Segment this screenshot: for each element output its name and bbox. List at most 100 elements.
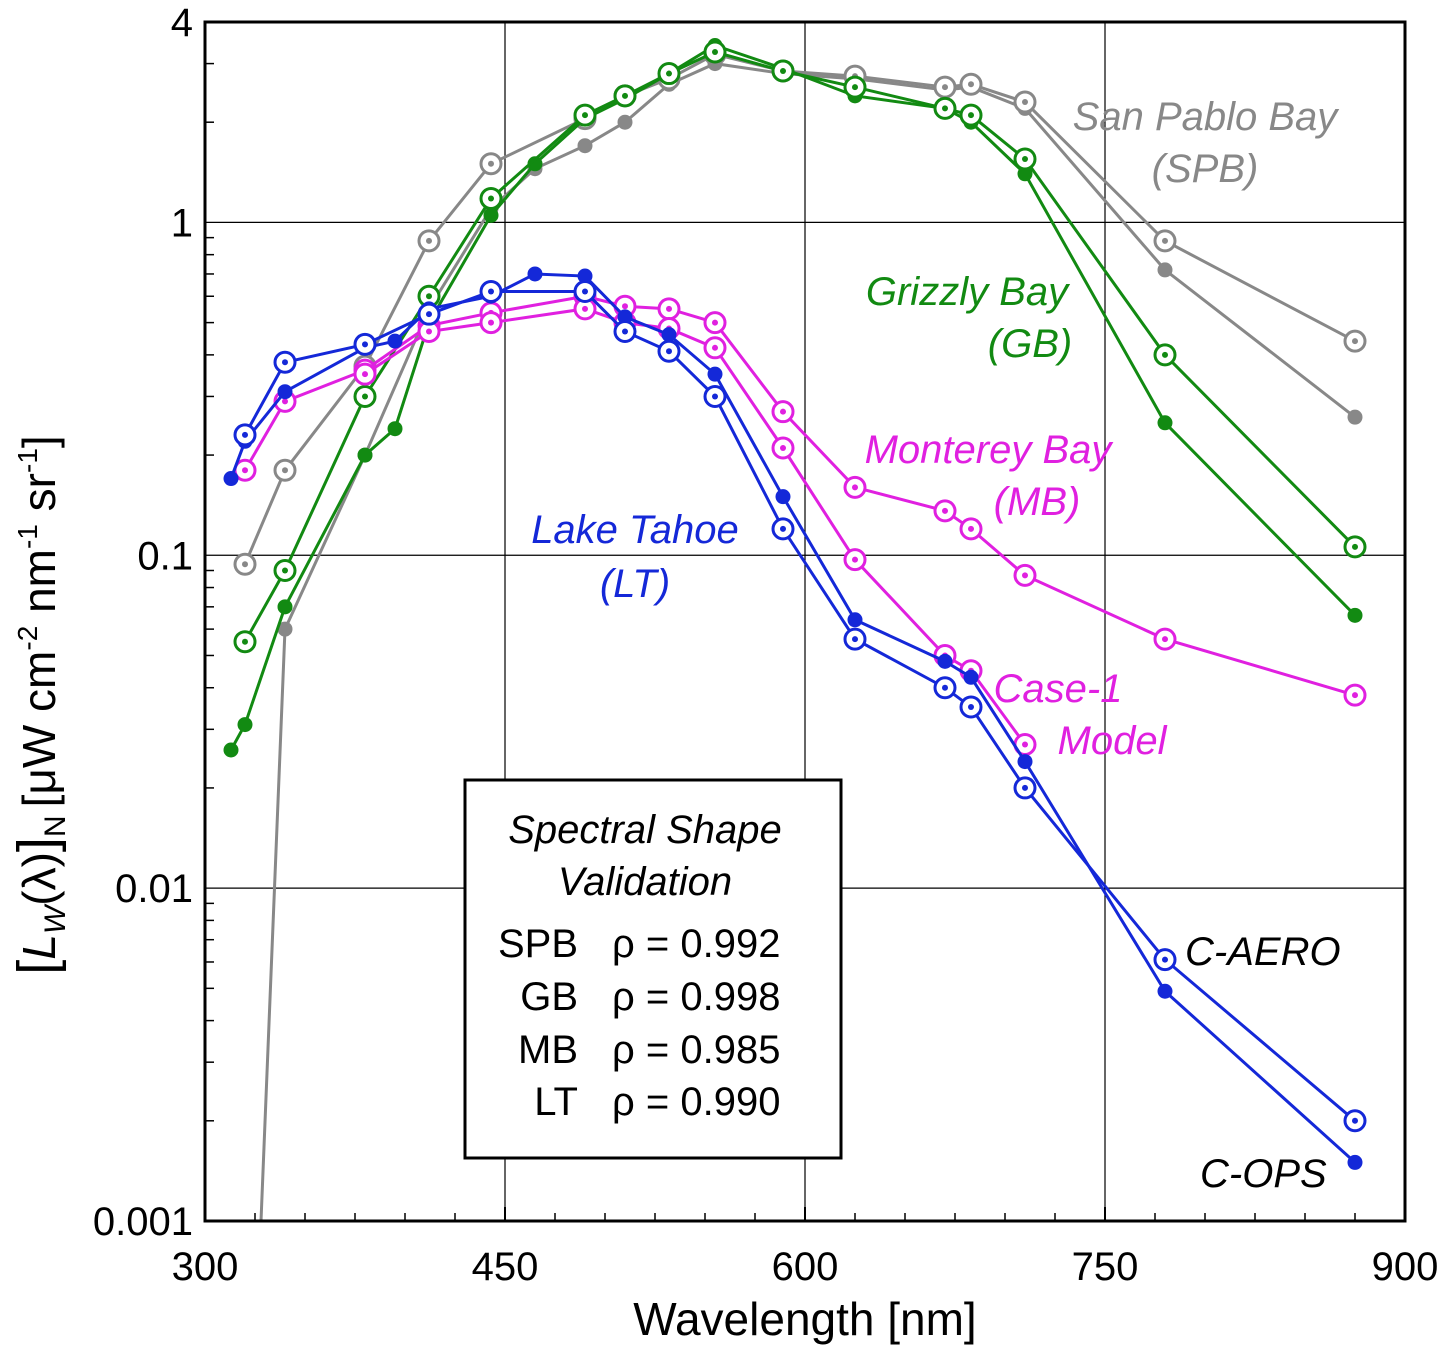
y-tick-label: 0.1 (137, 534, 193, 578)
data-point-center (942, 507, 948, 514)
data-point-center (942, 84, 948, 91)
y-axis-title-units: [μW cm (13, 651, 65, 808)
data-point-center (622, 92, 628, 99)
data-point-center (852, 636, 858, 643)
data-point-center (852, 556, 858, 563)
data-point-center (852, 84, 858, 91)
data-point-center (780, 68, 786, 75)
label-model: Model (1058, 719, 1168, 763)
data-point-center (488, 288, 494, 295)
data-point-center (622, 328, 628, 335)
y-axis-title-arg: (λ) (13, 852, 65, 906)
data-point-center (666, 70, 672, 77)
data-point-center (1162, 351, 1168, 358)
validation-box: Spectral Shape Validation SPB ρ = 0.992 … (463, 778, 843, 1160)
data-point-center (582, 288, 588, 295)
data-point-center (282, 398, 288, 405)
data-point-center (780, 445, 786, 452)
data-point (527, 266, 543, 282)
data-point-center (426, 237, 432, 244)
data-point (483, 207, 499, 223)
data-point-center (362, 393, 368, 400)
data-point (223, 471, 239, 487)
data-point-center (362, 341, 368, 348)
validation-site-gb: GB (520, 975, 578, 1019)
label-san-pablo-bay: San Pablo Bay (1073, 95, 1341, 139)
data-point (1347, 409, 1363, 425)
data-point (963, 669, 979, 685)
validation-stat-gb: ρ = 0.998 (612, 975, 780, 1019)
data-point-center (582, 305, 588, 312)
validation-site-mb: MB (518, 1028, 578, 1072)
data-point-center (1022, 156, 1028, 163)
data-point (1017, 754, 1033, 770)
series-line (243, 52, 1356, 565)
label-mb: (MB) (994, 480, 1081, 524)
validation-stat-spb: ρ = 0.992 (612, 922, 780, 966)
data-point (617, 114, 633, 130)
data-point (387, 421, 403, 437)
data-point-center (582, 112, 588, 119)
x-tick-labels: 300 450 600 750 900 (172, 1245, 1439, 1289)
data-point-center (1022, 784, 1028, 791)
data-point (1347, 607, 1363, 623)
data-point-center (1352, 1117, 1358, 1124)
y-axis-title-exp3: -1 (12, 448, 43, 473)
data-point-center (666, 348, 672, 355)
data-point-center (1162, 237, 1168, 244)
data-point (277, 384, 293, 400)
data-point-center (242, 467, 248, 474)
validation-title-line1: Spectral Shape (508, 808, 782, 852)
y-axis-title: [LW(λ)]N[μW cm-2 nm-1 sr-1] (7, 435, 72, 974)
y-axis-title-symbol-sub: W (39, 903, 72, 934)
validation-site-lt: LT (534, 1080, 578, 1124)
data-point (1017, 166, 1033, 182)
data-point-center (942, 105, 948, 112)
data-point (527, 156, 543, 172)
data-point-center (1022, 741, 1028, 748)
data-point-center (282, 567, 288, 574)
data-point-center (1352, 338, 1358, 345)
data-point-center (242, 431, 248, 438)
data-point (847, 612, 863, 628)
series-lake-tahoe-c-aero (233, 280, 1367, 1133)
data-point-center (942, 684, 948, 691)
data-point (277, 599, 293, 615)
label-c-aero: C-AERO (1185, 930, 1341, 974)
data-point-center (488, 160, 494, 167)
data-point (223, 742, 239, 758)
data-point (577, 268, 593, 284)
x-tick-label: 750 (1072, 1245, 1139, 1289)
data-point-center (712, 319, 718, 326)
data-point-center (1162, 636, 1168, 643)
data-point-center (1022, 98, 1028, 105)
y-axis-title-units2: nm (13, 549, 65, 626)
data-point-center (1022, 572, 1028, 579)
data-point (577, 138, 593, 154)
svg-text:[LW(λ)]N[μW cm-2 nm-1 sr-1]: [LW(λ)]N[μW cm-2 nm-1 sr-1] (7, 435, 72, 974)
label-monterey-bay: Monterey Bay (865, 428, 1115, 472)
data-point-center (712, 49, 718, 56)
label-case-1: Case-1 (994, 667, 1123, 711)
y-axis-title-symbol: L (13, 934, 65, 960)
data-point-center (780, 525, 786, 532)
data-point-center (1352, 543, 1358, 550)
data-point-center (242, 561, 248, 568)
data-point-center (426, 293, 432, 300)
data-point (1157, 262, 1173, 278)
x-tick-label: 900 (1372, 1245, 1439, 1289)
x-tick-label: 300 (172, 1245, 239, 1289)
data-point (1157, 415, 1173, 431)
data-point (1347, 1154, 1363, 1170)
y-tick-label: 4 (171, 1, 193, 45)
data-point-center (488, 319, 494, 326)
data-point-center (968, 704, 974, 711)
label-grizzly-bay: Grizzly Bay (866, 270, 1071, 314)
validation-stat-mb: ρ = 0.985 (612, 1028, 780, 1072)
data-point-center (968, 112, 974, 119)
data-point-center (968, 81, 974, 88)
data-point (357, 447, 373, 463)
data-point (937, 653, 953, 669)
y-tick-labels: 0.001 0.01 0.1 1 4 (93, 1, 193, 1244)
